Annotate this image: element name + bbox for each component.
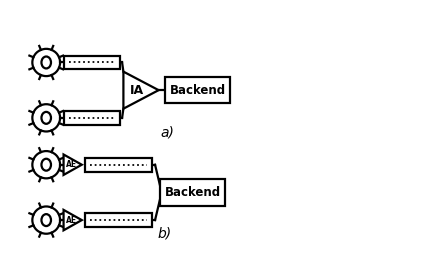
Bar xyxy=(160,179,225,206)
Bar xyxy=(85,213,152,227)
Bar xyxy=(165,77,230,103)
Bar xyxy=(85,158,152,171)
Bar xyxy=(63,111,120,125)
Polygon shape xyxy=(63,210,82,230)
Bar xyxy=(63,56,120,69)
Text: Backend: Backend xyxy=(169,84,225,97)
Polygon shape xyxy=(123,72,158,109)
Text: b): b) xyxy=(157,227,171,241)
Text: a): a) xyxy=(160,126,174,140)
Text: IA: IA xyxy=(129,84,144,97)
Polygon shape xyxy=(63,154,82,175)
Text: Backend: Backend xyxy=(164,186,220,199)
Text: AE: AE xyxy=(66,216,77,225)
Text: AE: AE xyxy=(66,160,77,169)
